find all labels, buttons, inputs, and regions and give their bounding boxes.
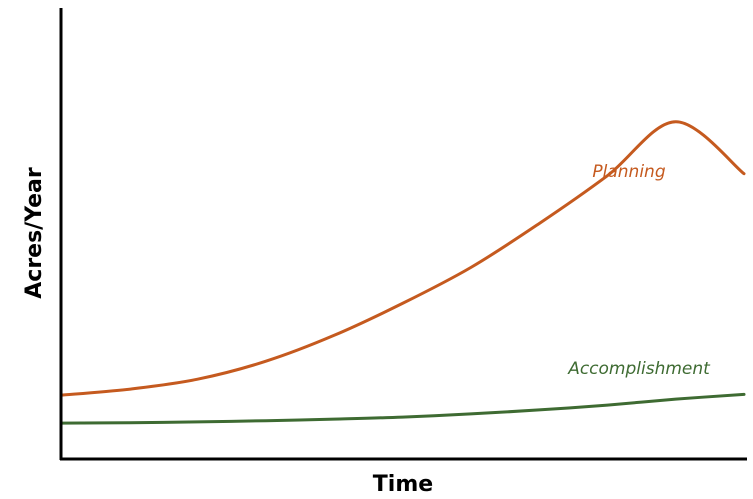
series-line-planning [59,120,746,397]
plot-area [59,120,746,425]
series-line-accomplishment [59,392,746,425]
series-label-accomplishment: Accomplishment [567,359,711,379]
series-label-planning: Planning [592,162,665,182]
y-axis-label: Acres/Year [22,167,47,299]
x-axis-label: Time [373,472,433,497]
